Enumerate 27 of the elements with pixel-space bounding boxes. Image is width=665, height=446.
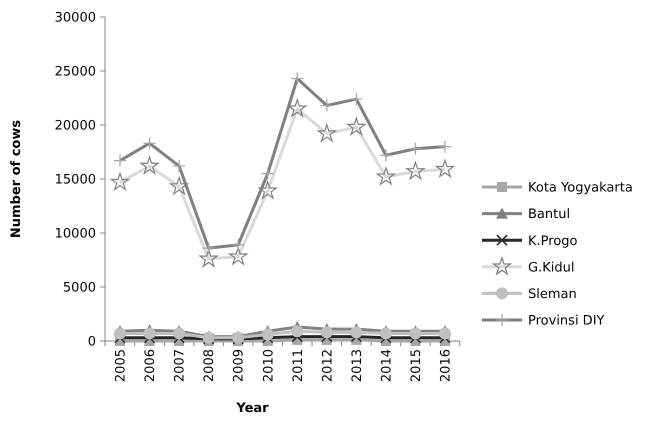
x-tick-label: 2010 [261, 349, 276, 382]
y-tick-label: 5000 [62, 280, 96, 296]
legend-label: K.Progo [528, 234, 578, 249]
legend-label: Kota Yogyakarta [528, 180, 633, 196]
x-tick-label: 2007 [172, 349, 188, 382]
y-tick-label: 10000 [54, 226, 96, 242]
x-tick-label: 2012 [320, 349, 336, 382]
y-axis-title: Number of cows [9, 120, 24, 238]
x-tick-label: 2005 [114, 349, 129, 382]
legend-label: Bantul [528, 207, 570, 222]
legend-label: Provinsi DIY [528, 314, 605, 329]
x-tick-label: 2008 [202, 349, 218, 382]
x-axis-title: Year [235, 401, 270, 416]
x-tick-label: 2014 [379, 349, 394, 382]
x-tick-label: 2011 [290, 349, 306, 382]
x-tick-label: 2006 [143, 349, 158, 382]
y-tick-label: 30000 [54, 10, 96, 26]
y-tick-label: 0 [88, 334, 96, 350]
x-tick-label: 2015 [409, 349, 424, 382]
x-tick-label: 2013 [350, 349, 365, 382]
y-tick-label: 15000 [54, 172, 96, 188]
x-tick-label: 2009 [232, 349, 247, 382]
y-tick-label: 20000 [54, 118, 96, 134]
legend-label: G.Kidul [528, 260, 574, 276]
legend-label: Sleman [528, 286, 577, 302]
x-tick-label: 2016 [438, 349, 454, 382]
y-tick-label: 25000 [54, 64, 96, 80]
